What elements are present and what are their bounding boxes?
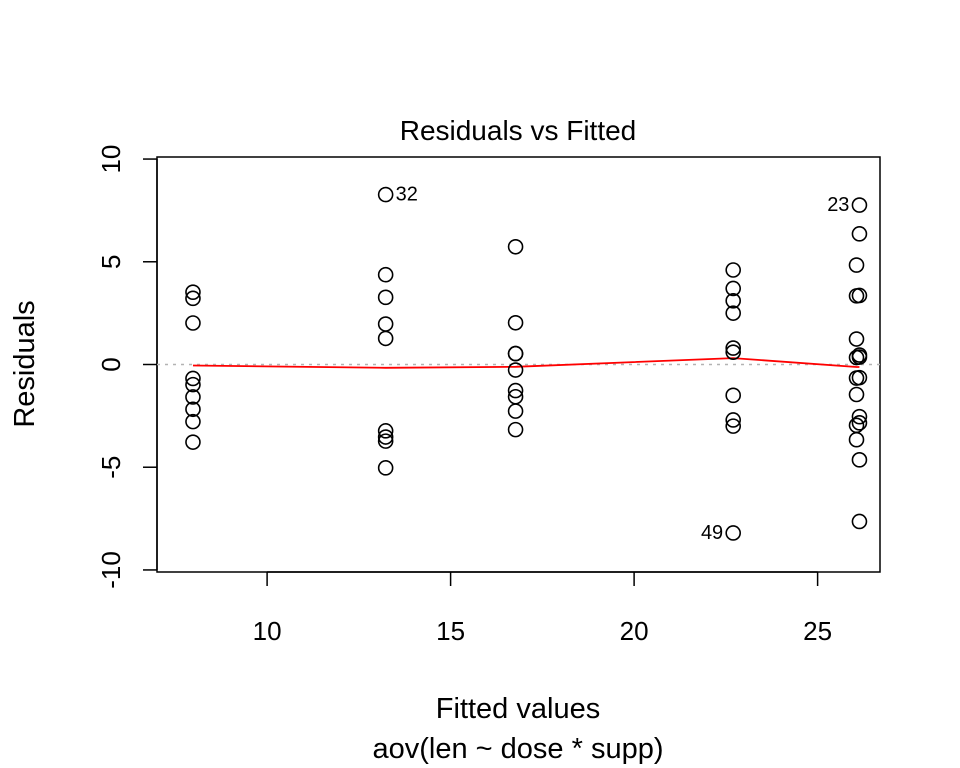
data-point	[377, 266, 394, 283]
point-label: 23	[827, 194, 849, 216]
data-point	[377, 423, 394, 439]
data-point	[185, 370, 201, 387]
residual-points	[185, 186, 868, 541]
data-point	[377, 330, 394, 347]
chart-subtitle: aov(len ~ dose * supp)	[373, 733, 664, 765]
data-point	[377, 433, 394, 449]
data-point	[725, 262, 741, 278]
chart-title: Residuals vs Fitted	[400, 115, 637, 146]
data-point	[725, 412, 741, 428]
data-point	[507, 382, 524, 399]
data-point	[185, 315, 201, 331]
y-tick-label: -10	[96, 551, 126, 589]
smooth-line-path	[192, 357, 860, 369]
data-point	[848, 431, 865, 448]
data-point	[377, 289, 394, 306]
data-point	[851, 197, 868, 213]
point-label: 49	[701, 522, 723, 544]
data-point	[848, 331, 865, 347]
x-tick-label: 10	[253, 616, 282, 646]
data-point	[377, 186, 394, 203]
data-point	[725, 344, 741, 360]
x-axis: 10 15 20 25	[253, 571, 832, 646]
x-tick-label: 20	[620, 616, 649, 646]
y-tick-label: 0	[96, 357, 126, 371]
data-point	[725, 340, 741, 356]
x-tick-label: 15	[436, 616, 465, 646]
y-tick-label: -5	[96, 456, 126, 479]
data-point	[185, 290, 201, 307]
data-point	[848, 370, 865, 386]
data-point	[851, 287, 868, 304]
data-point	[377, 316, 394, 332]
outlier-labels: 32 23 49	[396, 184, 850, 544]
y-axis-label: Residuals	[9, 300, 41, 427]
data-point	[185, 413, 201, 430]
data-point	[507, 421, 524, 438]
data-point	[507, 314, 524, 331]
data-point	[507, 403, 524, 419]
y-tick-label: 5	[96, 255, 126, 269]
data-point	[848, 386, 865, 403]
y-axis: -10 -5 0 5 10	[96, 145, 158, 589]
data-point	[185, 376, 201, 393]
data-point	[725, 293, 741, 309]
smooth-trend-line	[192, 357, 860, 369]
data-point	[851, 513, 868, 530]
data-point	[851, 415, 868, 431]
data-point	[725, 387, 741, 404]
point-label: 32	[396, 184, 418, 206]
data-point	[377, 429, 394, 445]
data-point	[725, 525, 741, 541]
data-point	[725, 305, 741, 321]
x-axis-label: Fitted values	[436, 693, 600, 725]
data-point	[851, 349, 868, 365]
data-point	[851, 452, 868, 468]
data-point	[185, 389, 201, 405]
data-point	[848, 288, 865, 304]
data-point	[725, 418, 741, 434]
data-point	[507, 238, 524, 255]
data-point	[185, 284, 201, 300]
data-point	[377, 460, 394, 476]
data-point	[507, 362, 524, 378]
data-point	[851, 226, 868, 242]
data-point	[851, 408, 868, 425]
data-point	[848, 257, 865, 273]
data-point	[185, 401, 201, 418]
y-tick-label: 10	[96, 145, 126, 174]
x-tick-label: 25	[803, 616, 832, 646]
data-point	[507, 388, 524, 405]
data-point	[725, 280, 741, 297]
data-point	[507, 345, 524, 362]
data-point	[185, 434, 201, 450]
data-point	[851, 369, 868, 386]
